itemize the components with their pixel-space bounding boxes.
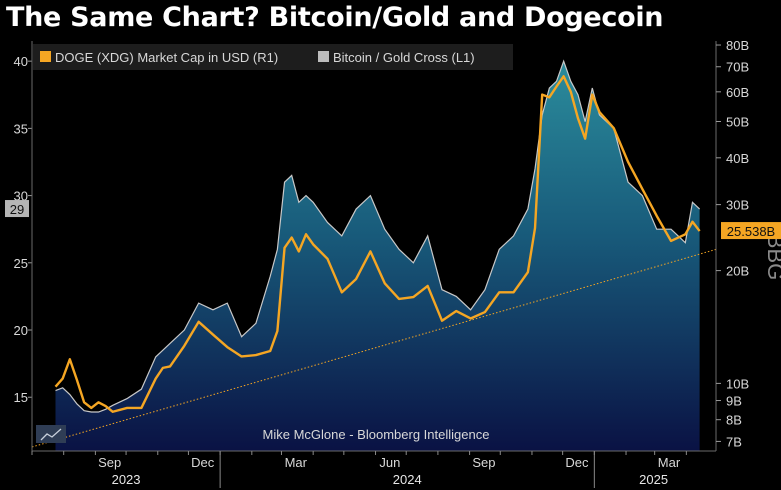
legend-swatch-btc-gold <box>318 51 329 62</box>
left-axis-tick-label: 20 <box>14 323 28 338</box>
x-axis-month-label: Dec <box>565 455 589 470</box>
left-axis-tick-label: 40 <box>14 54 28 69</box>
legend-swatch-doge <box>40 51 51 62</box>
btc-gold-line <box>55 59 701 413</box>
chart-title: The Same Chart? Bitcoin/Gold and Dogecoi… <box>6 2 664 33</box>
legend-label-btc-gold: Bitcoin / Gold Cross (L1) <box>333 50 475 65</box>
series-lines-layer <box>31 59 717 448</box>
right-axis-tick-label: 50B <box>726 114 749 129</box>
left-axis: 15 20 25 30 35 40 <box>14 41 33 451</box>
last-value-badges: 29 25.538B <box>5 200 781 240</box>
right-axis-tick-label: 9B <box>726 394 742 409</box>
x-axis-month-label: Mar <box>658 455 681 470</box>
btc-gold-last-value: 29 <box>10 202 24 217</box>
right-axis-tick-label: 80B <box>726 38 749 53</box>
x-axis-month-label: Jun <box>379 455 400 470</box>
chart-icon <box>36 425 66 443</box>
right-axis-tick-label: 60B <box>726 85 749 100</box>
x-axis-year-label: 2023 <box>112 472 141 487</box>
legend-label-doge: DOGE (XDG) Market Cap in USD (R1) <box>55 50 278 65</box>
doge-line <box>54 75 701 413</box>
x-axis-month-label: Dec <box>191 455 215 470</box>
left-axis-tick-label: 35 <box>14 121 28 136</box>
btc-gold-last-value-badge <box>5 200 29 218</box>
x-axis-month-label: Mar <box>285 455 308 470</box>
x-axis-month-label: Sep <box>98 455 121 470</box>
right-axis-tick-label: 10B <box>726 376 749 391</box>
legend-background <box>33 44 513 70</box>
legend: DOGE (XDG) Market Cap in USD (R1) Bitcoi… <box>33 44 513 70</box>
left-axis-tick-label: 25 <box>14 256 28 271</box>
right-axis-tick-label: 70B <box>726 60 749 75</box>
right-axis-tick-label: 7B <box>726 434 742 449</box>
x-axis-year-label: 2024 <box>393 472 422 487</box>
bbg-watermark: BBG <box>763 234 781 280</box>
x-axis-year-label: 2025 <box>639 472 668 487</box>
left-axis-tick-label: 15 <box>14 390 28 405</box>
right-axis-tick-label: 30B <box>726 198 749 213</box>
right-axis-tick-label: 40B <box>726 151 749 166</box>
right-axis: 7B 8B 9B 10B 20B 30B 40B 50B 60B 70B 80B <box>715 38 749 451</box>
left-axis-tick-label: 30 <box>14 189 28 204</box>
x-axis: Sep Dec Mar Jun Sep Dec Mar 2023 2024 2025 <box>31 450 716 488</box>
credit-label: Mike McGlone - Bloomberg Intelligence <box>263 427 490 442</box>
right-axis-tick-label: 8B <box>726 413 742 428</box>
doge-last-value: 25.538B <box>727 224 775 239</box>
x-axis-month-label: Sep <box>472 455 495 470</box>
doge-last-value-badge <box>721 222 781 240</box>
right-axis-tick-label: 20B <box>726 264 749 279</box>
